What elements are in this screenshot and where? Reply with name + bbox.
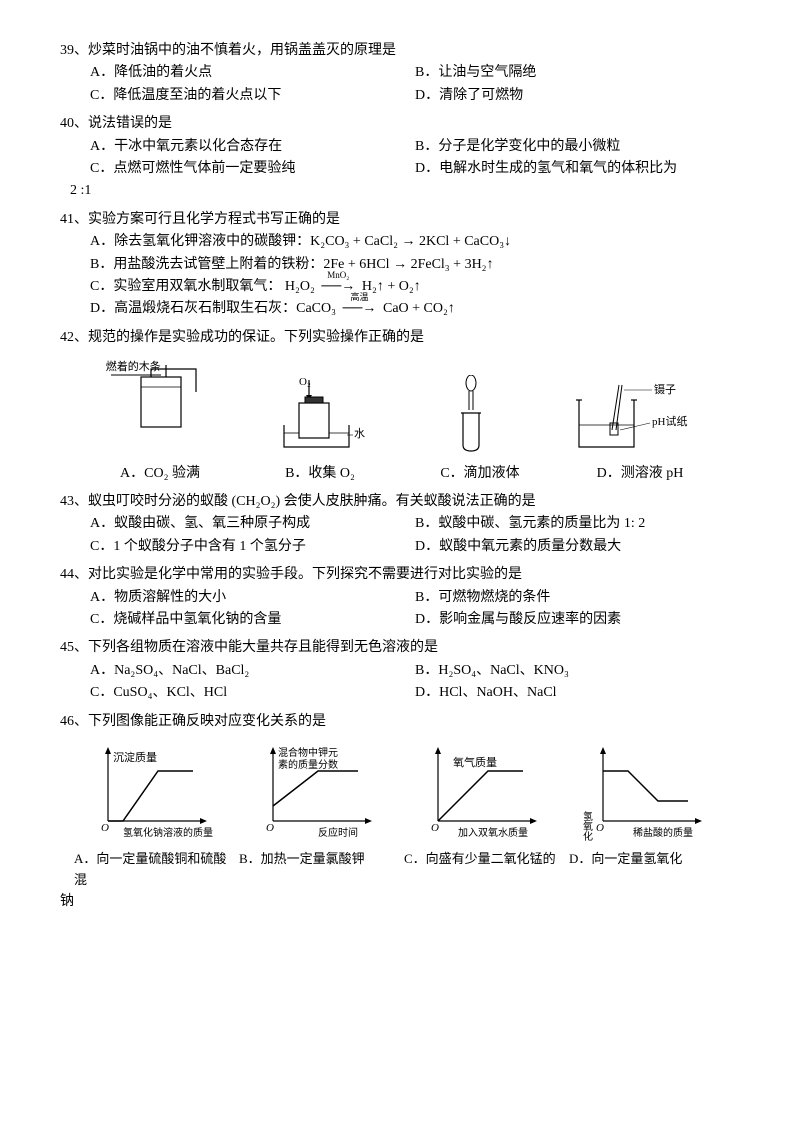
- q46-text: 下列图像能正确反映对应变化关系的是: [88, 714, 326, 729]
- question-46: 46、下列图像能正确反映对应变化关系的是 沉淀质量 O 氢氧化钠溶液的质量 do…: [60, 711, 740, 913]
- q42-diagram-a: 燃着的木条: [106, 357, 216, 455]
- question-41: 41、实验方案可行且化学方程式书写正确的是 A．除去氢氧化钾溶液中的碳酸钾：K₂…: [60, 209, 740, 321]
- q43-opt-a[interactable]: A．蚁酸由碳、氢、氧三种原子构成: [90, 513, 415, 535]
- q43-opt-c[interactable]: C．1 个蚁酸分子中含有 1 个氢分子: [90, 536, 415, 558]
- q42-text: 规范的操作是实验成功的保证。下列实验操作正确的是: [88, 330, 424, 345]
- q39-num: 39、: [60, 43, 88, 58]
- q46-opt-c[interactable]: C．向盛有少量二氧化锰的: [400, 849, 565, 891]
- svg-text:反应时间: 反应时间: [318, 826, 358, 839]
- q42-diagram-b: O₂ 水: [269, 375, 379, 455]
- q41-d-cond: 高温: [340, 290, 380, 304]
- q42-stem: 42、规范的操作是实验成功的保证。下列实验操作正确的是: [60, 327, 740, 349]
- question-39: 39、炒菜时油锅中的油不慎着火，用锅盖盖灭的原理是 A．降低油的着火点 B．让油…: [60, 40, 740, 107]
- svg-text:O: O: [596, 822, 604, 834]
- q41-opt-c[interactable]: C．实验室用双氧水制取氧气： H₂O₂ MnO₂──→ H₂↑ + O₂↑: [90, 276, 740, 298]
- q44-opt-a[interactable]: A．物质溶解性的大小: [90, 587, 415, 609]
- svg-text:稀盐酸的质量: 稀盐酸的质量: [633, 826, 693, 839]
- q46-opt-a[interactable]: A．向一定量硫酸铜和硫酸混: [70, 849, 235, 891]
- q40-stem: 40、说法错误的是: [60, 113, 740, 135]
- svg-text:加入双氧水质量: 加入双氧水质量: [458, 826, 528, 839]
- question-45: 45、下列各组物质在溶液中能大量共存且能得到无色溶液的是 A．Na₂SO₄、Na…: [60, 637, 740, 704]
- q41-num: 41、: [60, 212, 88, 227]
- q40-ratio: 2 :1: [70, 180, 740, 202]
- q41-d-post: CaO + CO₂↑: [380, 301, 455, 316]
- q45-text: 下列各组物质在溶液中能大量共存且能得到无色溶液的是: [88, 640, 438, 655]
- q42-opt-c[interactable]: C．滴加液体: [400, 463, 560, 485]
- q45-opt-d[interactable]: D．HCl、NaOH、NaCl: [415, 682, 740, 704]
- q41-opt-d[interactable]: D．高温煅烧石灰石制取生石灰：CaCO₃ 高温──→ CaO + CO₂↑: [90, 298, 740, 320]
- q46-chart-d: 氢氧化钠的质量 O 稀盐酸的质量: [578, 741, 718, 841]
- svg-text:O: O: [266, 822, 274, 834]
- q46-chart-a: 沉淀质量 O 氢氧化钠溶液的质量 document.currentScript.…: [83, 741, 223, 841]
- q41-c-pre: C．实验室用双氧水制取氧气： H₂O₂: [90, 279, 318, 294]
- svg-text:混合物中钾元: 混合物中钾元: [278, 746, 338, 759]
- q39-opt-d[interactable]: D．清除了可燃物: [415, 85, 740, 107]
- svg-text:O: O: [101, 822, 109, 834]
- q40-opt-b[interactable]: B．分子是化学变化中的最小微粒: [415, 136, 740, 158]
- q43-opt-b[interactable]: B．蚁酸中碳、氢元素的质量比为 1: 2: [415, 513, 740, 535]
- q40-opt-c[interactable]: C．点燃可燃性气体前一定要验纯: [90, 158, 415, 180]
- q43-text: 蚁虫叮咬时分泌的蚁酸 (CH₂O₂) 会使人皮肤肿痛。有关蚁酸说法正确的是: [88, 494, 536, 509]
- q44-opt-c[interactable]: C．烧碱样品中氢氧化钠的含量: [90, 609, 415, 631]
- q39-text: 炒菜时油锅中的油不慎着火，用锅盖盖灭的原理是: [88, 43, 396, 58]
- svg-text:镊子: 镊子: [654, 383, 676, 396]
- q44-opt-b[interactable]: B．可燃物燃烧的条件: [415, 587, 740, 609]
- q43-num: 43、: [60, 494, 88, 509]
- q41-d-pre: D．高温煅烧石灰石制取生石灰：CaCO₃: [90, 301, 340, 316]
- q42-diagram-d: 镊子 pH试纸: [564, 375, 694, 455]
- q45-num: 45、: [60, 640, 88, 655]
- q41-opt-b[interactable]: B．用盐酸洗去试管壁上附着的铁粉：2Fe + 6HCl → 2FeCl₃ + 3…: [90, 254, 740, 276]
- question-44: 44、对比实验是化学中常用的实验手段。下列探究不需要进行对比实验的是 A．物质溶…: [60, 564, 740, 631]
- q45-stem: 45、下列各组物质在溶液中能大量共存且能得到无色溶液的是: [60, 637, 740, 659]
- q41-c-cond: MnO₂: [318, 268, 358, 282]
- q40-opt-a[interactable]: A．干冰中氧元素以化合态存在: [90, 136, 415, 158]
- q46-tail: 钠: [60, 891, 740, 913]
- q42-a-label: 燃着的木条: [98, 359, 168, 377]
- q44-text: 对比实验是化学中常用的实验手段。下列探究不需要进行对比实验的是: [88, 567, 522, 582]
- q42-diagram-c: [431, 375, 511, 455]
- q39-opt-b[interactable]: B．让油与空气隔绝: [415, 62, 740, 84]
- q45-opt-a[interactable]: A．Na₂SO₄、NaCl、BaCl₂: [90, 660, 415, 682]
- q44-opt-d[interactable]: D．影响金属与酸反应速率的因素: [415, 609, 740, 631]
- q42-opt-b[interactable]: B．收集 O₂: [240, 463, 400, 485]
- svg-text:氢氧化钠的质量: 氢氧化钠的质量: [580, 810, 592, 841]
- question-43: 43、蚁虫叮咬时分泌的蚁酸 (CH₂O₂) 会使人皮肤肿痛。有关蚁酸说法正确的是…: [60, 491, 740, 558]
- q43-stem: 43、蚁虫叮咬时分泌的蚁酸 (CH₂O₂) 会使人皮肤肿痛。有关蚁酸说法正确的是: [60, 491, 740, 513]
- q45-opt-b[interactable]: B．H₂SO₄、NaCl、KNO₃: [415, 660, 740, 682]
- q46-num: 46、: [60, 714, 88, 729]
- q46-chart-c: 氧气质量 O 加入双氧水质量: [413, 741, 553, 841]
- svg-text:O: O: [431, 822, 439, 834]
- q46-opt-d[interactable]: D．向一定量氢氧化: [565, 849, 730, 891]
- c1-x: 氢氧化钠溶液的质量: [123, 826, 213, 839]
- q45-opt-c[interactable]: C．CuSO₄、KCl、HCl: [90, 682, 415, 704]
- q46-charts: 沉淀质量 O 氢氧化钠溶液的质量 document.currentScript.…: [70, 741, 730, 841]
- q39-stem: 39、炒菜时油锅中的油不慎着火，用锅盖盖灭的原理是: [60, 40, 740, 62]
- q40-text: 说法错误的是: [88, 116, 172, 131]
- q44-num: 44、: [60, 567, 88, 582]
- svg-text:氧气质量: 氧气质量: [453, 755, 497, 769]
- svg-text:水: 水: [354, 427, 365, 440]
- q44-stem: 44、对比实验是化学中常用的实验手段。下列探究不需要进行对比实验的是: [60, 564, 740, 586]
- q41-stem: 41、实验方案可行且化学方程式书写正确的是: [60, 209, 740, 231]
- question-40: 40、说法错误的是 A．干冰中氧元素以化合态存在 B．分子是化学变化中的最小微粒…: [60, 113, 740, 203]
- q41-opt-a[interactable]: A．除去氢氧化钾溶液中的碳酸钾：K₂CO₃ + CaCl₂ → 2KCl + C…: [90, 231, 740, 253]
- svg-text:pH试纸: pH试纸: [652, 415, 687, 428]
- svg-text:素的质量分数: 素的质量分数: [278, 758, 338, 771]
- q40-num: 40、: [60, 116, 88, 131]
- question-42: 42、规范的操作是实验成功的保证。下列实验操作正确的是 燃着的木条 O₂: [60, 327, 740, 485]
- q46-opt-b[interactable]: B．加热一定量氯酸钾: [235, 849, 400, 891]
- q42-opt-d[interactable]: D．测溶液 pH: [560, 463, 720, 485]
- q39-opt-c[interactable]: C．降低温度至油的着火点以下: [90, 85, 415, 107]
- q40-opt-d[interactable]: D．电解水时生成的氢气和氧气的体积比为: [415, 158, 740, 180]
- q42-num: 42、: [60, 330, 88, 345]
- q39-opt-a[interactable]: A．降低油的着火点: [90, 62, 415, 84]
- q46-chart-b: 混合物中钾元 素的质量分数 O 反应时间: [248, 741, 388, 841]
- q43-opt-d[interactable]: D．蚁酸中氧元素的质量分数最大: [415, 536, 740, 558]
- q42-diagrams: 燃着的木条 O₂ 水: [80, 357, 720, 455]
- c1-y: 沉淀质量: [113, 750, 157, 764]
- q41-text: 实验方案可行且化学方程式书写正确的是: [88, 212, 340, 227]
- q42-opt-a[interactable]: A．CO₂ 验满: [80, 463, 240, 485]
- q46-stem: 46、下列图像能正确反映对应变化关系的是: [60, 711, 740, 733]
